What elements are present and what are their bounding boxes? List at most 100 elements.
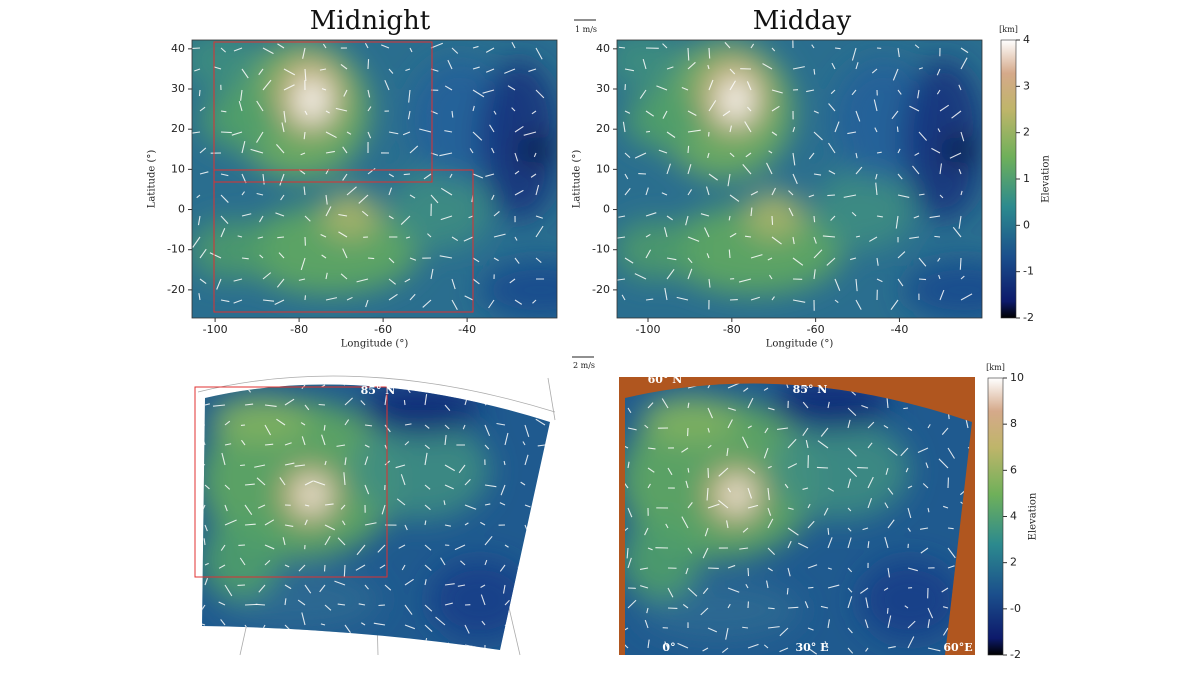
wind-vector — [887, 608, 888, 614]
polar-label: 85° N — [361, 384, 396, 397]
wind-vector — [256, 604, 265, 605]
y-tick-label: -10 — [167, 243, 185, 256]
wind-vector — [688, 146, 689, 153]
y-tick-label: 30 — [596, 82, 610, 95]
wind-vector — [814, 69, 815, 75]
wind-vector — [534, 625, 545, 626]
colorbar-label: Elevation — [1041, 155, 1052, 203]
wind-vector — [788, 607, 798, 608]
wind-vector — [222, 645, 225, 648]
wind-vector — [198, 645, 205, 649]
polar-label: 60° N — [648, 373, 683, 386]
wind-vector — [277, 237, 284, 238]
y-axis-label: Latitude (°) — [572, 150, 583, 209]
wind-vector — [335, 379, 345, 385]
x-axis-label: Longitude (°) — [341, 339, 409, 350]
elevation-area — [770, 420, 910, 520]
y-axis-label: Latitude (°) — [147, 150, 158, 209]
wind-vector — [827, 195, 835, 196]
wind-vector — [505, 401, 515, 405]
wind-vector — [525, 544, 532, 545]
wind-vector — [544, 485, 545, 494]
elevation-area — [523, 136, 547, 164]
wind-vector — [505, 645, 515, 649]
wind-vector — [619, 47, 625, 48]
elevation-area — [624, 90, 704, 150]
x-tick-label: -60 — [807, 323, 825, 336]
elevation-area — [814, 170, 914, 250]
x-tick-label: -80 — [723, 323, 741, 336]
y-tick-label: 0 — [603, 203, 610, 216]
wind-vector — [828, 528, 829, 535]
wind-vector — [748, 568, 749, 576]
elevation-area — [200, 520, 280, 600]
y-tick-label: 40 — [171, 42, 185, 55]
x-tick-label: -40 — [890, 323, 908, 336]
wind-vector — [404, 400, 405, 405]
wind-vector — [465, 383, 470, 385]
wind-vector — [505, 625, 512, 633]
wind-vector — [545, 542, 552, 545]
wind-vector — [688, 468, 689, 473]
wind-vector — [729, 250, 730, 258]
colorbar-tick-label: 4 — [1010, 510, 1017, 523]
wind-vector — [808, 587, 813, 588]
wind-vector — [378, 605, 385, 606]
elevation-area — [430, 560, 530, 640]
wind-vector — [817, 467, 828, 468]
y-tick-label: 40 — [596, 42, 610, 55]
polar-label: 60°E — [943, 641, 972, 654]
wind-vector — [265, 444, 273, 445]
wind-vector — [525, 617, 530, 625]
wind-vector — [256, 383, 265, 385]
colorbar-tick-label: 4 — [1023, 33, 1030, 46]
wind-vector — [541, 585, 545, 589]
colorbar-tick-label: 0 — [1023, 218, 1030, 231]
wind-vector — [543, 517, 545, 525]
y-tick-label: 0 — [178, 203, 185, 216]
wind-vector — [545, 465, 554, 467]
y-tick-label: 30 — [171, 82, 185, 95]
wind-vector — [245, 604, 257, 605]
wind-vector — [368, 258, 374, 259]
colorbar-unit: [km] — [986, 363, 1005, 372]
y-tick-label: 10 — [596, 162, 610, 175]
wind-vector — [934, 236, 940, 237]
y-tick-label: -20 — [167, 283, 185, 296]
colorbar-scale — [988, 378, 1003, 655]
y-tick-label: -20 — [592, 283, 610, 296]
wind-vector — [344, 565, 345, 577]
colorbar-tick-label: -2 — [1010, 648, 1021, 661]
wind-vector — [485, 402, 490, 405]
wind-vector — [523, 385, 525, 396]
x-tick-label: -40 — [458, 323, 476, 336]
wind-vector — [742, 627, 748, 628]
y-tick-label: 10 — [171, 162, 185, 175]
wind-vector — [960, 258, 961, 270]
elevation-area — [200, 90, 280, 150]
colorbar-label: Elevation — [1028, 492, 1039, 540]
wind-vector — [445, 643, 449, 645]
elevation-area — [947, 136, 971, 164]
wind-vector — [948, 528, 954, 529]
colorbar-tick-label: 1 — [1023, 172, 1030, 185]
wind-vector — [787, 588, 788, 594]
y-tick-label: -10 — [592, 243, 610, 256]
wind-vector — [518, 565, 525, 567]
y-tick-label: 20 — [171, 122, 185, 135]
wind-vector — [265, 637, 268, 645]
polar-label: 0° — [662, 641, 675, 654]
colorbar-tick-label: 10 — [1010, 371, 1024, 384]
wind-vector — [688, 48, 689, 61]
wind-vector — [903, 408, 908, 409]
elevation-area — [727, 481, 747, 509]
elevation-area — [298, 80, 326, 120]
wind-vector — [483, 385, 485, 391]
wind-vector — [537, 405, 545, 414]
colorbar-scale — [1001, 40, 1016, 318]
wind-vector — [519, 605, 525, 611]
colorbar-unit: [km] — [999, 25, 1018, 34]
